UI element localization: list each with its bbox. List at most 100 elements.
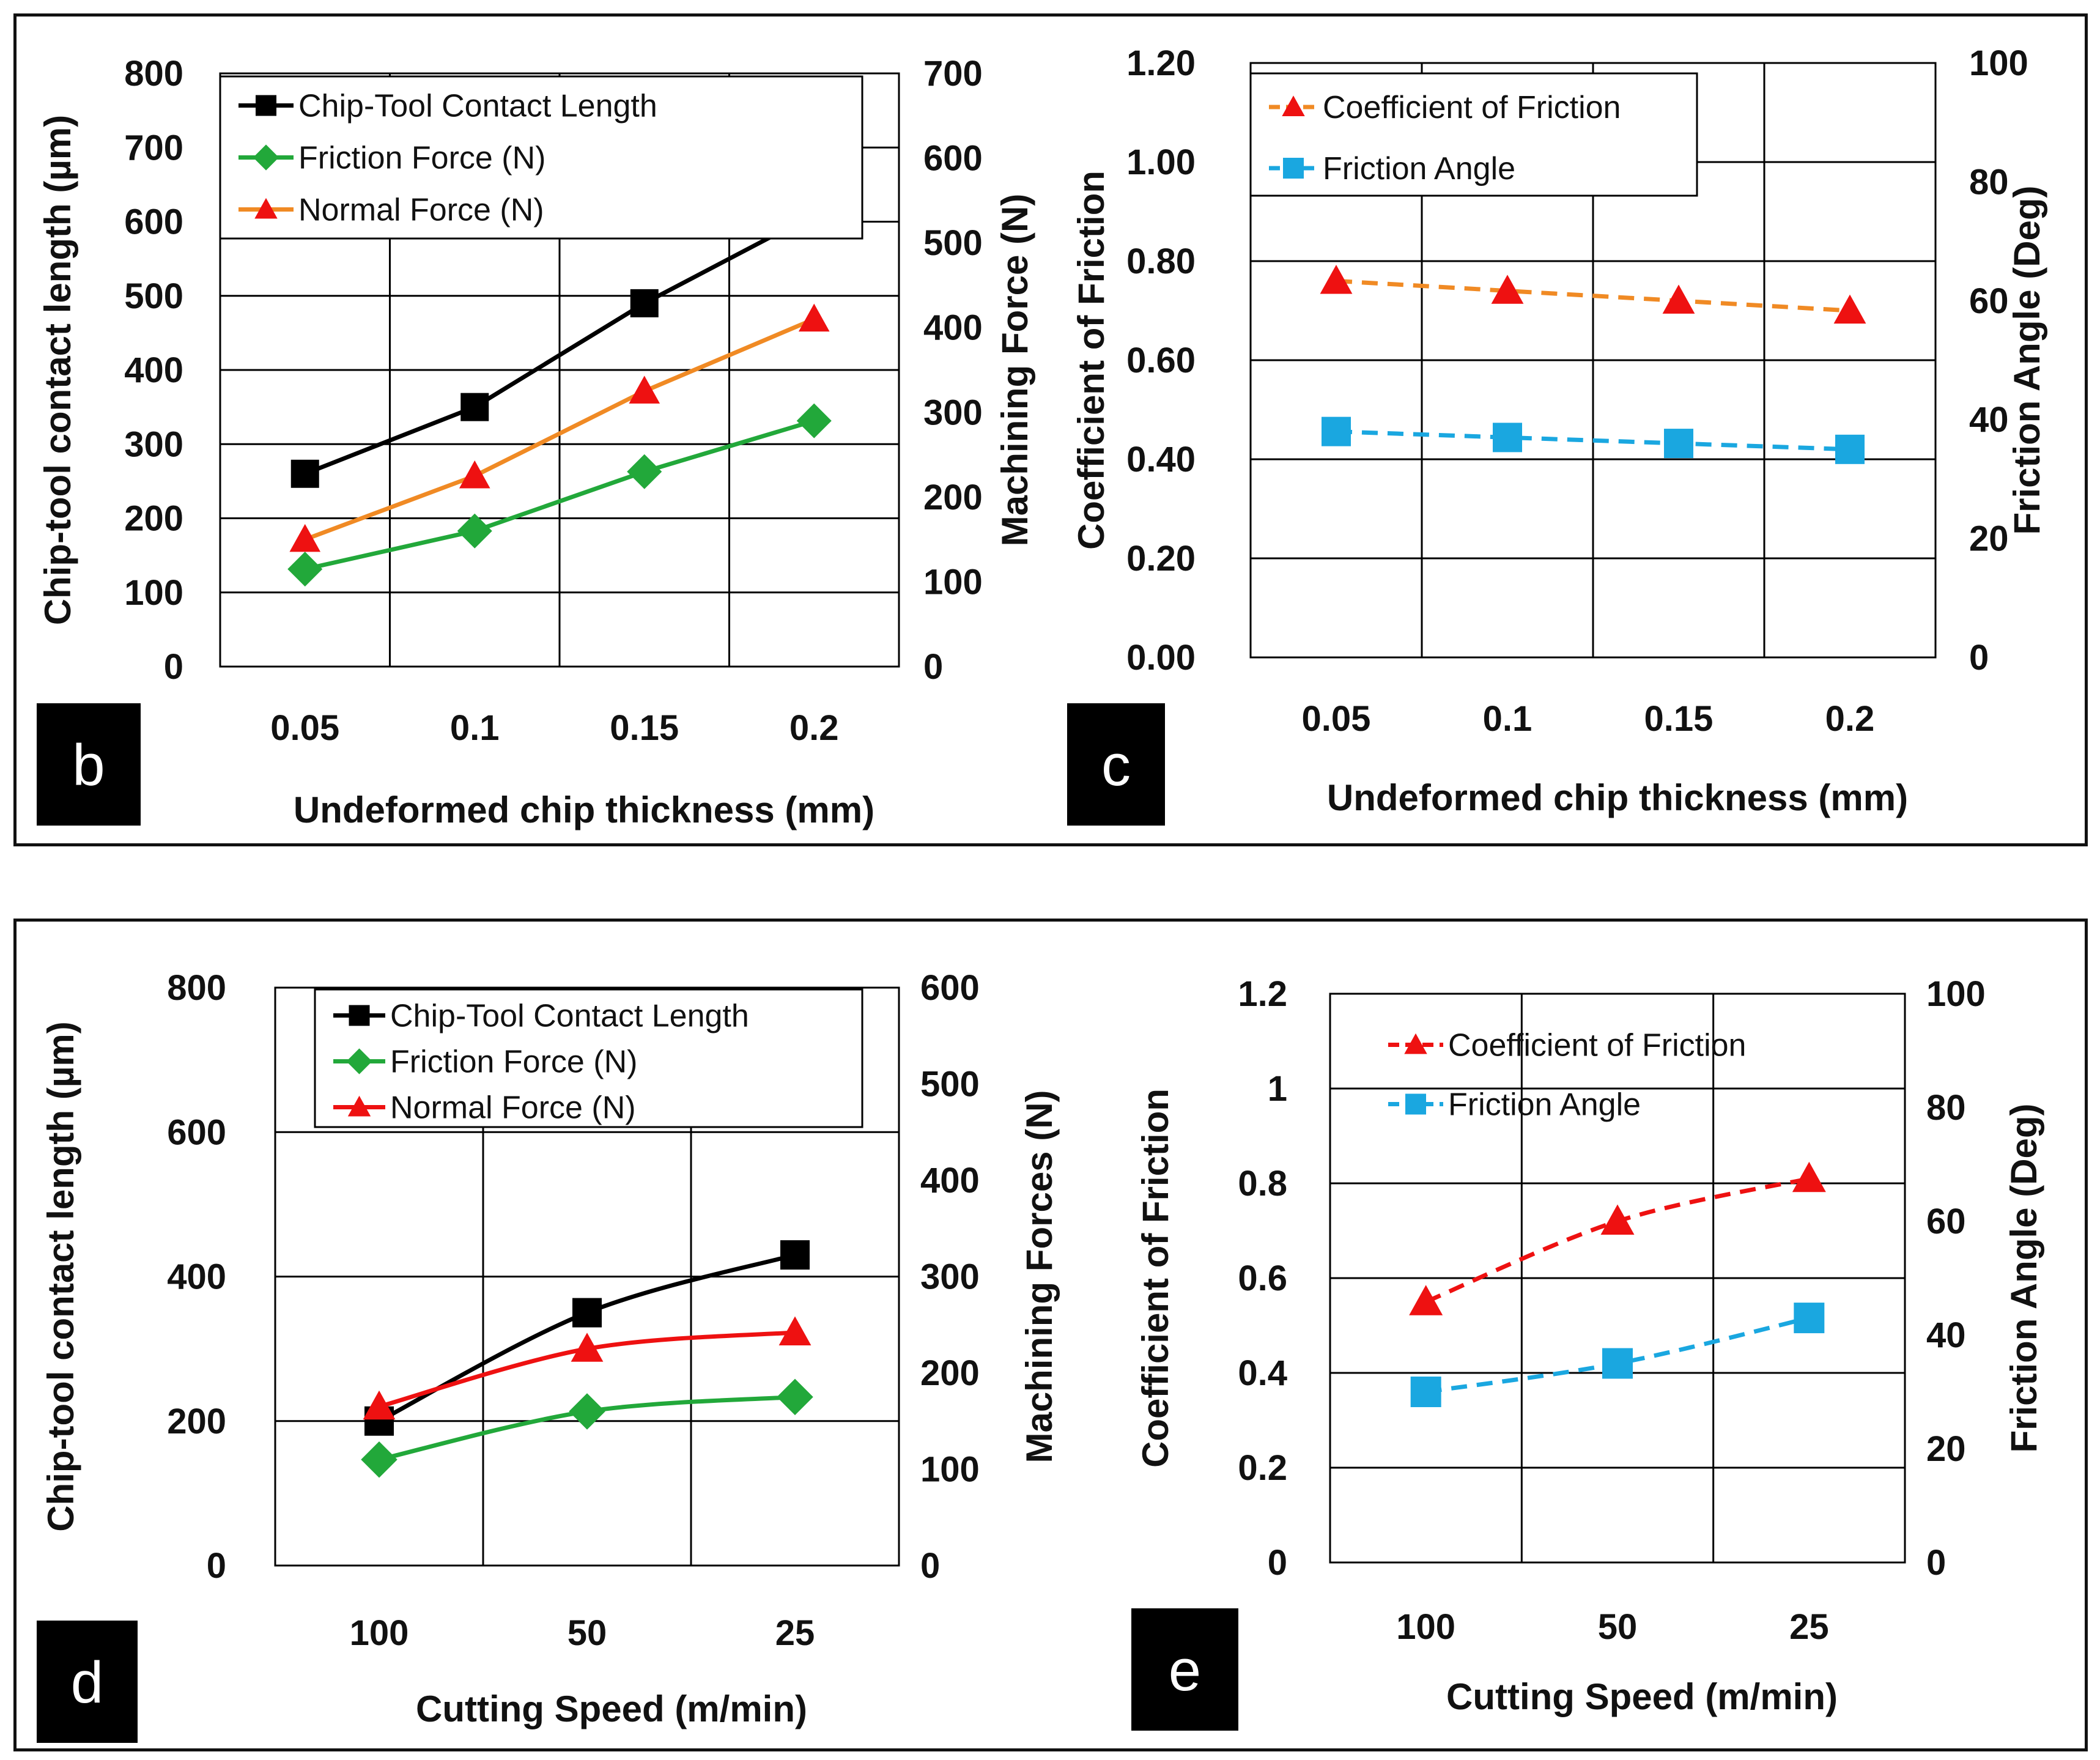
legend-box xyxy=(1249,72,1698,197)
y-tick-label: 0.4 xyxy=(1238,1353,1287,1393)
y-tick-label: 1 xyxy=(1268,1069,1287,1109)
y2-tick-label: 80 xyxy=(1969,162,2009,202)
y2-tick-label: 600 xyxy=(920,968,980,1008)
y-axis-title: Coefficient of Friction xyxy=(1071,171,1112,550)
data-point xyxy=(572,1298,602,1328)
data-point xyxy=(798,303,830,332)
y2-axis-title: Machining Forces (N) xyxy=(1019,1090,1060,1463)
chart-panel-d: 0 200 400 600 800 0 100 200 300 400 500 600 100 50 25 C… xyxy=(37,968,1060,1743)
panel-label-badge xyxy=(37,703,141,826)
y2-tick-label: 200 xyxy=(923,478,983,517)
data-point xyxy=(1320,265,1353,294)
panel-label-badge xyxy=(1067,703,1165,826)
data-point xyxy=(780,1240,810,1270)
bottom-figure-frame xyxy=(13,919,2088,1751)
series-line xyxy=(1336,429,1850,452)
legend-label: Friction Angle xyxy=(1323,151,1515,187)
series-line xyxy=(1425,1176,1810,1304)
y-tick-label: 0.2 xyxy=(1238,1448,1287,1488)
y-tick-label: 200 xyxy=(124,499,183,539)
data-point xyxy=(457,513,492,549)
data-point xyxy=(627,454,662,489)
data-point xyxy=(1491,275,1524,304)
x-tick-label: 0.05 xyxy=(270,708,339,748)
chart-panel-e: 0 0.2 0.4 0.6 0.8 1 1.2 0 20 40 60 80 100 100 50 25 Coef… xyxy=(1131,974,2044,1731)
data-point xyxy=(287,552,323,587)
panel-label: d xyxy=(71,1650,103,1715)
y2-tick-label: 20 xyxy=(1969,519,2009,559)
panel-label: b xyxy=(72,733,105,798)
y-tick-label: 400 xyxy=(167,1257,226,1297)
panel-label: c xyxy=(1101,733,1131,798)
panel-label: e xyxy=(1169,1638,1201,1703)
chart-panel-c: 0.00 0.20 0.40 0.60 0.80 1.00 1.20 0 20 40 60 80 100… xyxy=(1067,43,2047,826)
y2-tick-label: 60 xyxy=(1969,281,2009,321)
legend-box xyxy=(219,75,863,240)
data-point xyxy=(361,1441,397,1478)
y-tick-label: 500 xyxy=(124,276,183,316)
y2-tick-label: 300 xyxy=(920,1257,980,1297)
y-tick-label: 600 xyxy=(124,202,183,242)
data-point xyxy=(796,403,832,438)
legend-marker xyxy=(349,1005,370,1026)
y-tick-label: 0.40 xyxy=(1126,440,1196,479)
x-axis-title: Cutting Speed (m/min) xyxy=(416,1688,807,1729)
x-axis-title: Cutting Speed (m/min) xyxy=(1446,1676,1838,1717)
data-point xyxy=(1600,1204,1635,1235)
y-tick-label: 100 xyxy=(124,573,183,613)
legend-marker xyxy=(1404,1033,1427,1054)
data-point xyxy=(1835,434,1865,464)
data-point xyxy=(1409,1285,1443,1315)
data-point xyxy=(1322,416,1351,446)
y2-axis-title: Friction Angle (Deg) xyxy=(2006,185,2047,534)
legend-label: Friction Force (N) xyxy=(298,141,545,176)
series-line xyxy=(304,317,815,542)
y-axis-title: Coefficient of Friction xyxy=(1135,1089,1176,1468)
x-axis-title: Undeformed chip thickness (mm) xyxy=(1327,777,1908,818)
x-tick-label: 0.15 xyxy=(610,708,679,748)
y-axis-title: Chip-tool contact length (µm) xyxy=(37,115,78,625)
y-tick-label: 300 xyxy=(124,424,183,464)
plot-area-border xyxy=(1329,993,1906,1564)
x-tick-label: 0.05 xyxy=(1302,699,1371,739)
x-tick-label: 50 xyxy=(1598,1607,1638,1647)
y-tick-label: 1.20 xyxy=(1126,43,1196,83)
legend-marker xyxy=(1405,1093,1426,1115)
legend-label: Chip-Tool Contact Length xyxy=(298,89,657,124)
y2-tick-label: 200 xyxy=(920,1353,980,1393)
data-point xyxy=(569,1393,605,1430)
y-tick-label: 1.00 xyxy=(1126,142,1196,182)
legend-label: Normal Force (N) xyxy=(390,1090,636,1126)
data-point xyxy=(363,1390,396,1420)
x-tick-label: 100 xyxy=(350,1613,409,1653)
y-tick-label: 1.2 xyxy=(1238,974,1287,1014)
y2-tick-label: 600 xyxy=(923,139,983,179)
y2-tick-label: 100 xyxy=(1926,974,1986,1014)
y-tick-label: 400 xyxy=(124,350,183,390)
y2-tick-label: 300 xyxy=(923,393,983,432)
data-point xyxy=(630,289,659,317)
legend-label: Friction Angle xyxy=(1448,1087,1641,1123)
y2-tick-label: 500 xyxy=(923,223,983,263)
y2-tick-label: 400 xyxy=(923,308,983,348)
x-tick-label: 25 xyxy=(775,1613,815,1653)
legend-label: Normal Force (N) xyxy=(298,193,544,228)
y-tick-label: 0.00 xyxy=(1126,638,1196,678)
y-tick-label: 600 xyxy=(167,1112,226,1152)
x-tick-label: 25 xyxy=(1789,1607,1829,1647)
y2-tick-label: 40 xyxy=(1969,400,2009,440)
plot-area-border xyxy=(274,986,900,1567)
y-tick-label: 0.8 xyxy=(1238,1164,1287,1204)
series-line xyxy=(1336,278,1850,313)
legend-label: Chip-Tool Contact Length xyxy=(390,999,749,1034)
legend-marker xyxy=(1283,158,1304,179)
y-tick-label: 0.60 xyxy=(1126,341,1196,380)
data-point xyxy=(1662,284,1695,314)
y2-tick-label: 60 xyxy=(1926,1202,1966,1241)
y-tick-label: 200 xyxy=(167,1402,226,1441)
x-tick-label: 0.2 xyxy=(789,708,839,748)
y2-tick-label: 80 xyxy=(1926,1088,1966,1128)
data-point xyxy=(571,1333,604,1362)
x-tick-label: 0.15 xyxy=(1644,699,1714,739)
data-point xyxy=(1493,423,1522,453)
